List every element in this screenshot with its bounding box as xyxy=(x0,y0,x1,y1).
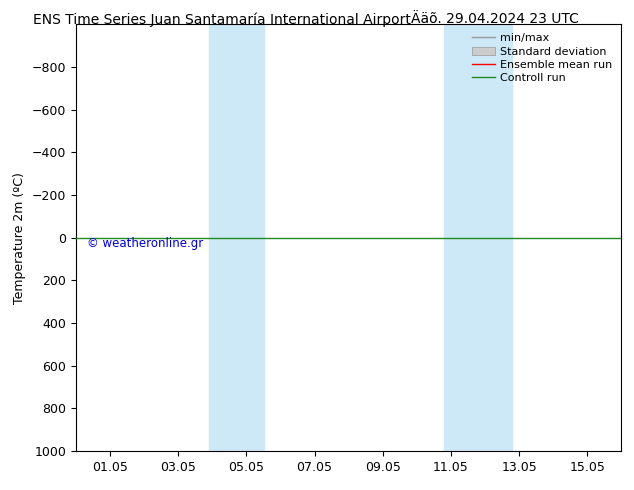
Text: Ääõ. 29.04.2024 23 UTC: Ääõ. 29.04.2024 23 UTC xyxy=(411,12,578,26)
Bar xyxy=(444,24,512,451)
Legend: min/max, Standard deviation, Ensemble mean run, Controll run: min/max, Standard deviation, Ensemble me… xyxy=(469,30,616,87)
Bar xyxy=(209,24,264,451)
Text: ENS Time Series Juan Santamaría International Airport: ENS Time Series Juan Santamaría Internat… xyxy=(33,12,411,27)
Y-axis label: Temperature 2m (ºC): Temperature 2m (ºC) xyxy=(13,172,26,304)
Text: © weatheronline.gr: © weatheronline.gr xyxy=(87,237,204,250)
